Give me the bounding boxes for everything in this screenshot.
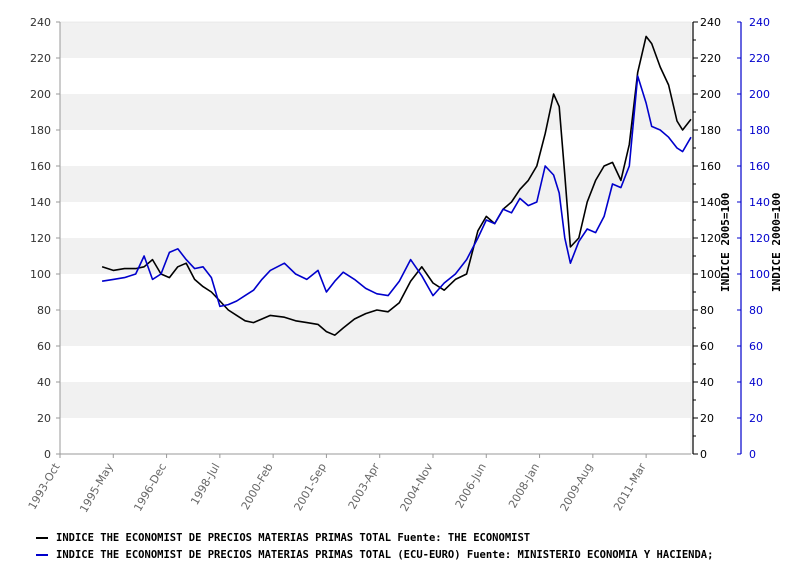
x-tick-label: 2003-Apr <box>346 461 383 512</box>
x-tick-label: 2000-Feb <box>239 461 276 512</box>
grid-band <box>60 418 691 454</box>
x-tick-label: 2011-Mar <box>611 461 649 514</box>
plot-background-bands <box>59 21 692 455</box>
right-axis-2005-tick-label: 140 <box>700 196 721 209</box>
right-axis-2005-tick-label: 20 <box>700 412 714 425</box>
right-axis-2000-tick-label: 120 <box>749 232 770 245</box>
y-tick-label: 160 <box>30 160 51 173</box>
grid-band <box>60 310 691 346</box>
right-axis-2000-tick-label: 0 <box>749 448 756 461</box>
legend-item-economist: INDICE THE ECONOMIST DE PRECIOS MATERIAS… <box>36 532 530 544</box>
legend-swatch-black <box>36 537 48 539</box>
right-axis-2000-tick-label: 20 <box>749 412 763 425</box>
grid-band <box>60 346 691 382</box>
right-axis-2005-tick-label: 180 <box>700 124 721 137</box>
series-line-ecu-euro <box>101 75 692 308</box>
right-axis-2000-tick-label: 200 <box>749 88 770 101</box>
right-axis-2000-tick-label: 80 <box>749 304 763 317</box>
y-tick-label: 200 <box>30 88 51 101</box>
series-lines <box>101 35 692 337</box>
x-tick-label: 2009-Aug <box>558 461 596 514</box>
x-tick-label: 1995-May <box>77 461 116 515</box>
x-axis: 1993-Oct 1995-May 1996-Dec 1998-Jul 2000-Feb… <box>26 453 691 515</box>
right-axis-2005-tick-label: 60 <box>700 340 714 353</box>
grid-band <box>60 238 691 274</box>
right-axis-2000-tick-label: 140 <box>749 196 770 209</box>
x-tick-label: 2004-Nov <box>398 461 436 514</box>
grid-band <box>60 130 691 166</box>
right-axis-2000-tick-label: 40 <box>749 376 763 389</box>
right-axis-2005-tick-label: 200 <box>700 88 721 101</box>
right-axis-2000-tick-label: 160 <box>749 160 770 173</box>
y-tick-label: 40 <box>37 376 51 389</box>
right-axis-2000-tick-label: 180 <box>749 124 770 137</box>
right-axis-2000-tick-label: 100 <box>749 268 770 281</box>
grid-band <box>60 382 691 418</box>
y-tick-label: 140 <box>30 196 51 209</box>
grid-band <box>60 274 691 310</box>
grid-band <box>60 166 691 202</box>
y-tick-label: 180 <box>30 124 51 137</box>
legend-swatch-blue <box>36 554 48 556</box>
x-tick-label: 1993-Oct <box>26 460 63 512</box>
x-tick-label: 2006-Jun <box>453 461 489 511</box>
right-axis-2000-tick-label: 240 <box>749 16 770 29</box>
y-tick-label: 60 <box>37 340 51 353</box>
y-tick-label: 100 <box>30 268 51 281</box>
legend-item-ecu-euro: INDICE THE ECONOMIST DE PRECIOS MATERIAS… <box>36 549 713 561</box>
right-axis-2005-tick-label: 40 <box>700 376 714 389</box>
right-axis-2000-tick-label: 60 <box>749 340 763 353</box>
right-axis-2000-tick-label: 220 <box>749 52 770 65</box>
grid-band <box>60 94 691 130</box>
right-axis-title-2000: INDICE 2000=100 <box>770 193 783 292</box>
x-tick-label: 2008-Jan <box>506 461 542 510</box>
y-tick-label: 0 <box>44 448 51 461</box>
right-axis-2005-tick-label: 100 <box>700 268 721 281</box>
right-y-axis-2005: 0 20 40 60 80 100 120 140 160 180 200 220 240 <box>692 16 721 461</box>
right-axis-2005-tick-label: 0 <box>700 448 707 461</box>
series-line-economist <box>101 35 692 337</box>
y-tick-label: 220 <box>30 52 51 65</box>
y-tick-label: 240 <box>30 16 51 29</box>
y-tick-label: 20 <box>37 412 51 425</box>
y-tick-label: 80 <box>37 304 51 317</box>
right-axis-2005-tick-label: 120 <box>700 232 721 245</box>
y-tick-label: 120 <box>30 232 51 245</box>
legend-label-economist: INDICE THE ECONOMIST DE PRECIOS MATERIAS… <box>56 532 531 544</box>
left-y-axis: 0 20 40 60 80 100 120 140 160 180 200 220 240 <box>30 16 61 461</box>
right-axis-2005-tick-label: 160 <box>700 160 721 173</box>
right-axis-title-2005: INDICE 2005=100 <box>719 193 732 292</box>
right-axis-2005-tick-label: 220 <box>700 52 721 65</box>
right-axis-2005-tick-label: 80 <box>700 304 714 317</box>
x-tick-label: 1998-Jul <box>188 461 222 507</box>
right-axis-2005-tick-label: 240 <box>700 16 721 29</box>
x-tick-label: 1996-Dec <box>131 461 169 514</box>
grid-band <box>60 22 691 58</box>
legend-label-ecu-euro: INDICE THE ECONOMIST DE PRECIOS MATERIAS… <box>56 549 714 561</box>
x-tick-label: 2001-Sep <box>291 461 329 513</box>
grid-band <box>60 58 691 94</box>
right-y-axis-2000: 0 20 40 60 80 100 120 140 160 180 200 220 240 <box>737 16 770 461</box>
